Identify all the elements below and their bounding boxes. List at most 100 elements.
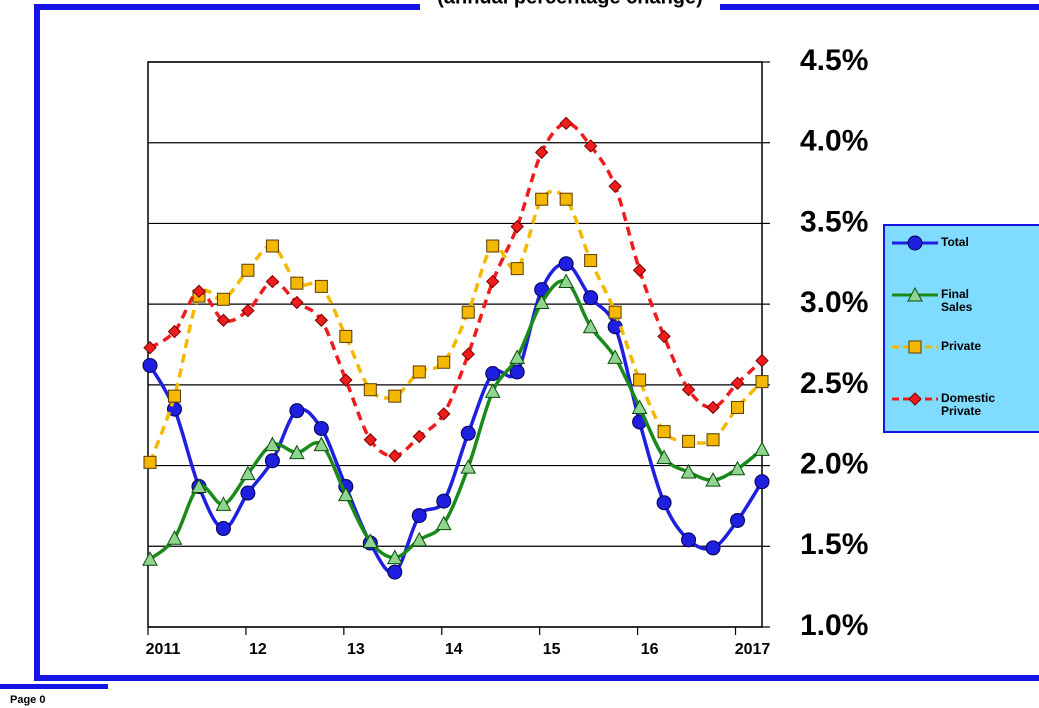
- point: [657, 425, 671, 439]
- point: [510, 262, 524, 276]
- point: [142, 357, 158, 373]
- point: [437, 407, 451, 421]
- legend-label: Final Sales: [941, 287, 973, 314]
- legend-label-line: Sales: [941, 300, 973, 314]
- point: [486, 274, 500, 289]
- point: [755, 353, 769, 368]
- point: [240, 465, 256, 481]
- point: [681, 532, 697, 548]
- y-tick-label: 4.0%: [800, 125, 868, 158]
- legend-label-line: Domestic: [941, 391, 995, 405]
- point: [387, 564, 403, 580]
- point: [386, 549, 403, 565]
- point: [362, 533, 379, 548]
- legend-label: Domestic Private: [941, 391, 995, 418]
- y-tick-label: 1.5%: [800, 528, 868, 561]
- title-gap: [420, 0, 720, 12]
- point: [411, 531, 428, 547]
- page-bar: [0, 684, 108, 689]
- point: [166, 530, 183, 545]
- point: [313, 436, 330, 452]
- point: [558, 256, 574, 272]
- x-tick-label: 14: [445, 641, 463, 658]
- point: [363, 433, 378, 447]
- point: [363, 383, 377, 397]
- point: [754, 441, 770, 456]
- x-tick-label: 2017: [735, 641, 771, 658]
- footer: Page 0: [10, 694, 45, 706]
- point: [215, 521, 231, 537]
- point: [241, 263, 255, 277]
- point: [240, 485, 256, 501]
- x-tick-label: 15: [543, 641, 561, 658]
- legend-marker: [907, 235, 923, 251]
- subtitle: (annual percentage change): [437, 0, 703, 8]
- legend-marker: [907, 286, 923, 302]
- point: [729, 460, 746, 476]
- point: [460, 459, 477, 474]
- point: [143, 341, 157, 355]
- point: [486, 239, 500, 253]
- point: [485, 366, 501, 382]
- point: [631, 399, 648, 414]
- point: [730, 376, 745, 390]
- point: [559, 116, 573, 131]
- point: [290, 295, 304, 310]
- point: [314, 279, 328, 293]
- point: [339, 373, 353, 387]
- legend-label-line: Final: [941, 287, 969, 301]
- point: [290, 276, 304, 290]
- series-line: [149, 121, 764, 458]
- point: [681, 382, 696, 397]
- point: [314, 313, 329, 327]
- point: [559, 192, 573, 206]
- point: [608, 179, 622, 194]
- point: [192, 284, 206, 298]
- point: [656, 495, 672, 511]
- point: [633, 373, 647, 387]
- point: [755, 375, 769, 389]
- point: [191, 478, 207, 494]
- point: [436, 493, 452, 509]
- point: [460, 425, 476, 441]
- point: [289, 444, 305, 460]
- point: [216, 292, 230, 306]
- point: [656, 449, 672, 464]
- point: [754, 474, 770, 490]
- point: [705, 472, 721, 487]
- point: [582, 318, 599, 334]
- point: [535, 192, 549, 206]
- point: [142, 551, 158, 566]
- legend-marker: [908, 392, 922, 406]
- point: [706, 400, 720, 415]
- point: [289, 403, 305, 419]
- y-tick-label: 2.5%: [800, 367, 868, 400]
- point: [461, 305, 475, 319]
- point: [730, 512, 746, 528]
- legend-label: Total: [941, 235, 969, 249]
- y-tick-label: 3.5%: [800, 205, 868, 238]
- point: [167, 389, 181, 403]
- point: [608, 305, 622, 319]
- point: [510, 219, 524, 234]
- point: [435, 515, 452, 531]
- point: [680, 463, 697, 479]
- y-tick-label: 4.5%: [800, 44, 868, 77]
- x-tick-label: 2011: [146, 641, 181, 658]
- point: [265, 239, 279, 253]
- point: [167, 324, 182, 339]
- point: [731, 400, 745, 414]
- point: [558, 273, 574, 289]
- point: [437, 355, 451, 369]
- point: [412, 429, 426, 444]
- point: [607, 349, 623, 364]
- point: [583, 290, 599, 306]
- point: [509, 349, 526, 364]
- point: [313, 420, 329, 436]
- point: [265, 274, 280, 289]
- x-tick-label: 13: [347, 641, 365, 658]
- y-tick-label: 2.0%: [800, 447, 868, 480]
- point: [388, 449, 402, 463]
